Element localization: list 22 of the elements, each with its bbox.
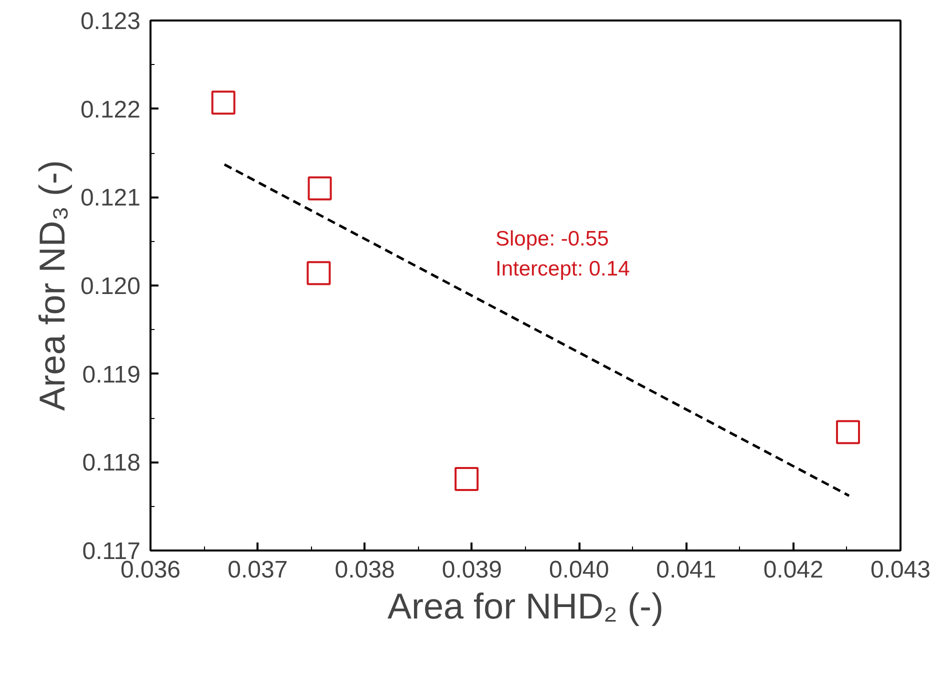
x-tick-label: 0.040 [549,556,610,584]
x-tick-label: 0.042 [763,556,824,584]
x-tick-label: 0.043 [870,556,931,584]
y-tick-label: 0.119 [82,361,141,388]
point [306,261,331,286]
y-axis-title: Area for ND₃ (-) [31,160,72,411]
y-tick-label: 0.120 [80,273,141,300]
point [308,176,332,200]
x-tick-label: 0.041 [656,556,716,584]
y-tick-label: 0.118 [82,450,141,477]
point [454,466,479,491]
annotation: Slope: -0.55 [496,228,609,250]
y-tick-label: 0.121 [80,184,141,212]
x-axis-title: Area for NHD₂ (-) [388,586,664,626]
y-tick-label: 0.123 [80,8,141,35]
x-tick-label: 0.037 [228,556,288,584]
annotation: Intercept: 0.14 [496,258,630,280]
point [211,90,236,115]
y-tick-label: 0.122 [80,96,141,124]
x-tick-label: 0.038 [334,556,395,584]
x-tick-label: 0.039 [442,556,502,584]
point [836,420,860,444]
